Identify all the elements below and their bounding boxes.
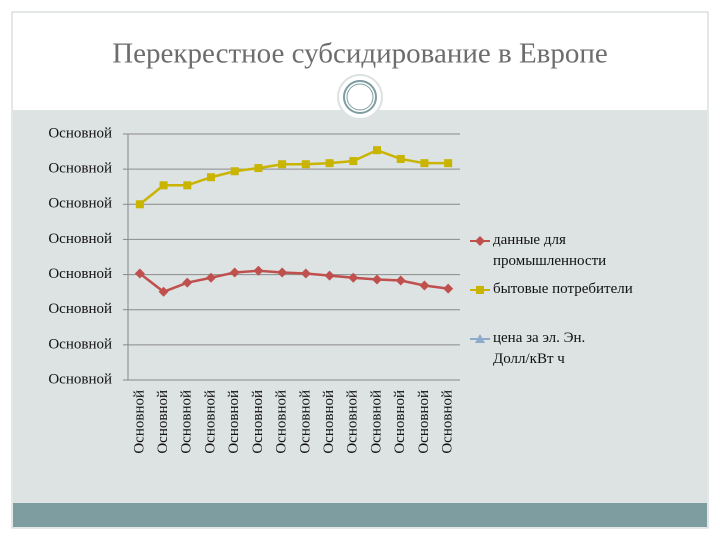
marker bbox=[159, 181, 168, 190]
legend-label: цена за эл. Эн. Долл/кВт ч bbox=[493, 330, 585, 367]
ornament bbox=[346, 83, 374, 111]
marker bbox=[475, 236, 485, 246]
marker bbox=[324, 270, 335, 281]
marker bbox=[229, 267, 240, 278]
marker bbox=[300, 268, 311, 279]
marker bbox=[183, 181, 192, 190]
legend-label: данные для промышленности bbox=[493, 232, 606, 269]
marker bbox=[134, 268, 145, 279]
x-tick-label: Основной bbox=[416, 390, 432, 454]
content-band bbox=[13, 110, 707, 503]
slide-title: Перекрестное субсидирование в Европе bbox=[112, 38, 608, 70]
marker bbox=[207, 173, 215, 182]
footer-bar bbox=[13, 503, 707, 527]
y-tick-label: Основной bbox=[48, 161, 112, 177]
y-tick-label: Основной bbox=[48, 336, 112, 352]
marker bbox=[420, 159, 429, 168]
x-tick-label: Основной bbox=[250, 390, 266, 454]
y-tick-label: Основной bbox=[48, 266, 112, 282]
marker bbox=[372, 274, 382, 285]
x-tick-label: Основной bbox=[274, 390, 290, 454]
marker bbox=[373, 146, 381, 155]
marker bbox=[230, 167, 239, 176]
x-tick-label: Основной bbox=[155, 390, 171, 454]
legend-label: бытовые потребители bbox=[493, 281, 633, 297]
marker bbox=[301, 160, 310, 169]
marker bbox=[419, 280, 430, 291]
marker bbox=[395, 275, 406, 286]
x-tick-label: Основной bbox=[131, 390, 147, 454]
x-tick-label: Основной bbox=[321, 390, 337, 454]
x-tick-label: Основной bbox=[345, 390, 361, 454]
x-tick-label: Основной bbox=[440, 390, 456, 454]
ornament bbox=[343, 80, 377, 114]
x-tick-label: Основной bbox=[392, 390, 408, 454]
marker bbox=[278, 160, 287, 169]
marker bbox=[443, 283, 454, 294]
y-tick-label: Основной bbox=[48, 231, 112, 247]
marker bbox=[349, 157, 358, 166]
marker bbox=[325, 159, 334, 168]
marker bbox=[476, 286, 484, 294]
marker bbox=[348, 272, 359, 283]
x-tick-label: Основной bbox=[297, 390, 313, 454]
x-tick-label: Основной bbox=[368, 390, 384, 454]
y-tick-label: Основной bbox=[48, 301, 112, 317]
x-tick-label: Основной bbox=[202, 390, 218, 454]
x-tick-label: Основной bbox=[226, 390, 242, 454]
marker bbox=[182, 277, 193, 288]
marker bbox=[254, 164, 263, 173]
marker bbox=[444, 159, 453, 168]
x-tick-label: Основной bbox=[179, 390, 195, 454]
marker bbox=[135, 200, 144, 209]
marker bbox=[396, 154, 405, 163]
marker bbox=[206, 272, 216, 283]
y-tick-label: Основной bbox=[48, 125, 112, 141]
marker bbox=[158, 286, 169, 297]
marker bbox=[475, 334, 485, 343]
y-tick-label: Основной bbox=[48, 196, 112, 212]
y-tick-label: Основной bbox=[48, 371, 112, 387]
marker bbox=[277, 267, 288, 278]
marker bbox=[253, 265, 264, 276]
